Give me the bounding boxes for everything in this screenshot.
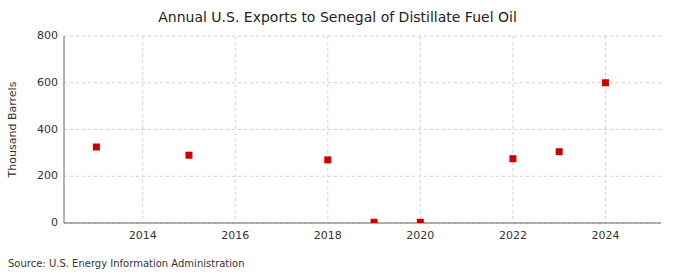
x-axis-line bbox=[64, 223, 661, 224]
y-grid-line bbox=[64, 82, 661, 83]
point bbox=[371, 219, 378, 223]
grid bbox=[64, 36, 661, 223]
chart-container: 0 200 400 600 800 2014 2016 2018 2020 2022 2024 Ann… bbox=[0, 0, 675, 275]
x-grid-line bbox=[235, 36, 236, 223]
x-tick-label: 2024 bbox=[591, 229, 619, 242]
point bbox=[324, 156, 331, 163]
x-tick-label: 2018 bbox=[314, 229, 342, 242]
point bbox=[556, 148, 563, 155]
x-grid-line bbox=[142, 36, 143, 223]
points bbox=[93, 79, 609, 223]
point bbox=[509, 155, 516, 162]
point bbox=[602, 79, 609, 86]
title: Annual U.S. Exports to Senegal of Distil… bbox=[158, 9, 517, 25]
y-axis-label: Thousand Barrels bbox=[6, 81, 19, 178]
x-tick-label: 2014 bbox=[129, 229, 157, 242]
x-grid-line bbox=[327, 36, 328, 223]
point bbox=[417, 219, 424, 223]
y-grid-line bbox=[64, 129, 661, 130]
x-grid-line bbox=[605, 36, 606, 223]
y-axis-line bbox=[64, 36, 65, 223]
y-grid-line bbox=[64, 36, 661, 37]
chart-svg: 0 200 400 600 800 2014 2016 2018 2020 2022 2024 Ann… bbox=[0, 0, 675, 275]
y-tick-label: 600 bbox=[37, 76, 58, 89]
y-grid-line bbox=[64, 176, 661, 177]
x-tick-label: 2022 bbox=[499, 229, 527, 242]
x-tick-label: 2016 bbox=[221, 229, 249, 242]
y-tick-label: 0 bbox=[51, 216, 58, 229]
y-tick-label: 200 bbox=[37, 169, 58, 182]
x-tick-label: 2020 bbox=[406, 229, 434, 242]
y-tick-label: 800 bbox=[37, 29, 58, 42]
point bbox=[93, 144, 100, 151]
point bbox=[185, 152, 192, 159]
x-grid-line bbox=[420, 36, 421, 223]
y-grid-line bbox=[64, 223, 661, 224]
x-grid-line bbox=[512, 36, 513, 223]
y-tick-label: 400 bbox=[37, 123, 58, 136]
source-note: Source: U.S. Energy Information Administ… bbox=[8, 258, 245, 269]
